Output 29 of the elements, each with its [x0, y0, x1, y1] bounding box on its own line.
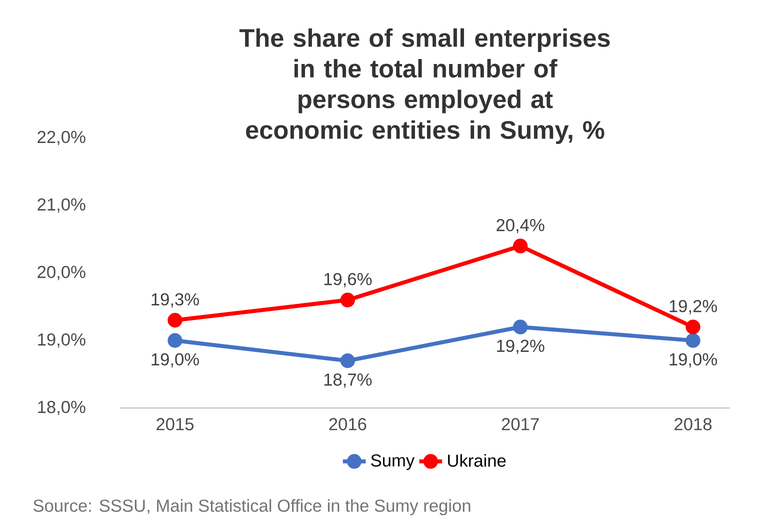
source-note: Source: SSSU, Main Statistical Office in the Sumy region	[34, 499, 470, 516]
x-tick-label: 2015	[156, 418, 194, 430]
x-tick-label: 2017	[502, 418, 539, 430]
point	[168, 333, 182, 348]
point	[513, 238, 528, 254]
data-label: 20,4%	[496, 218, 544, 234]
y-tick-label: 18,0%	[38, 400, 86, 416]
chart-title: The share of small enterprises in the total number of persons employed at economic entities in Sumy, %	[239, 28, 610, 144]
point	[686, 333, 700, 348]
data-label: 19,3%	[152, 293, 199, 308]
point	[340, 353, 355, 368]
point	[340, 292, 355, 308]
data-label: 19,0%	[152, 353, 199, 368]
data-label: 18,7%	[324, 373, 372, 388]
data-label: 19,2%	[497, 340, 544, 354]
y-tick-label: 20,0%	[38, 266, 86, 280]
legend-label: Sumy	[371, 454, 415, 470]
point	[686, 320, 700, 334]
legend-label: Ukraine	[448, 454, 506, 467]
data-label: 19,0%	[670, 353, 717, 368]
y-tick-label: 19,0%	[38, 333, 86, 348]
data-label: 19,6%	[324, 272, 372, 288]
y-tick-label: 21,0%	[38, 198, 86, 213]
y-tick-label: 22,0%	[38, 130, 86, 146]
x-tick-label: 2016	[329, 418, 366, 430]
point	[168, 312, 182, 328]
data-label: 19,2%	[670, 300, 717, 314]
x-tick-label: 2018	[674, 418, 712, 430]
point	[513, 320, 528, 334]
